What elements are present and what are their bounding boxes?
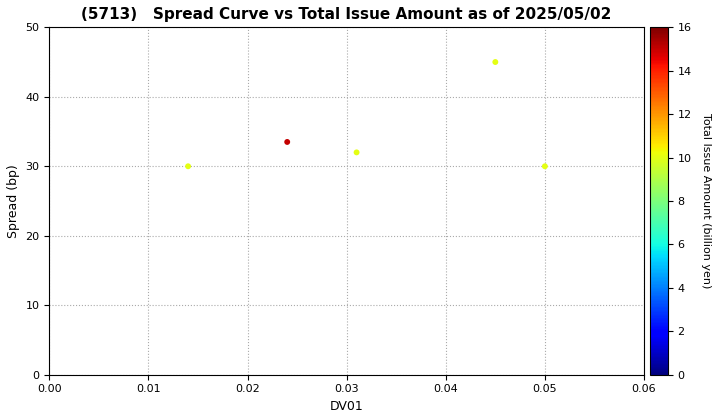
X-axis label: DV01: DV01	[330, 400, 364, 413]
Point	[282, 139, 293, 145]
Y-axis label: Total Issue Amount (billion yen): Total Issue Amount (billion yen)	[701, 113, 711, 289]
Point	[539, 163, 551, 170]
Point	[182, 163, 194, 170]
Title: (5713)   Spread Curve vs Total Issue Amount as of 2025/05/02: (5713) Spread Curve vs Total Issue Amoun…	[81, 7, 612, 22]
Point	[490, 59, 501, 66]
Point	[351, 149, 362, 156]
Y-axis label: Spread (bp): Spread (bp)	[7, 164, 20, 238]
